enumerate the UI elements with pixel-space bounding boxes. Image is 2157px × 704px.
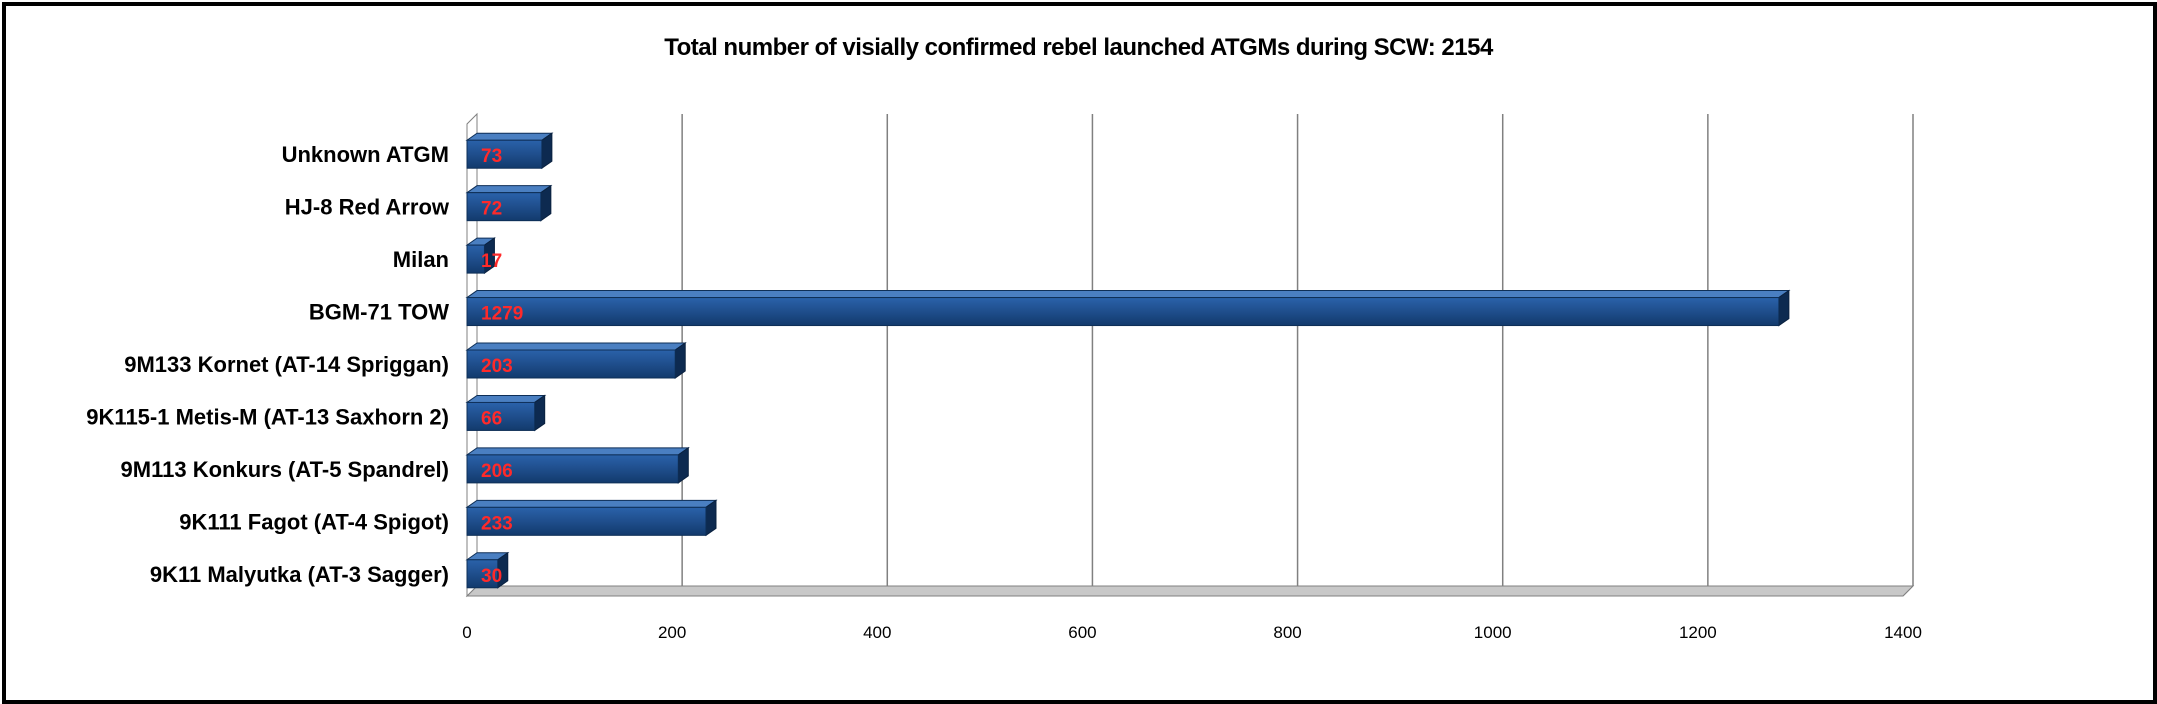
category-label: 9K111 Fagot (AT-4 Spigot) [179,509,449,534]
labels: 0 200 400 600 800 1000 1200 1400 Unknown ATGM 73 H… [86,142,1922,642]
grid-lines [671,114,1914,597]
data-label: 206 [481,461,513,482]
bar [466,192,542,222]
x-tick-label: 600 [1068,623,1096,642]
bar-top [465,342,687,351]
bar [466,244,485,274]
category-label: HJ-8 Red Arrow [285,195,450,220]
category-label: 9K11 Malyutka (AT-3 Sagger) [150,562,449,587]
category-label: Milan [393,247,449,272]
bar [466,139,543,169]
x-tick-label: 1000 [1474,623,1512,642]
data-label: 233 [481,513,513,534]
category-label: BGM-71 TOW [309,300,449,325]
bar [466,349,676,379]
x-tick-label: 800 [1273,623,1301,642]
bar-top [465,447,690,456]
data-label: 72 [481,199,502,220]
bar-top [465,394,547,403]
data-label: 30 [481,566,502,587]
bar [466,401,536,431]
x-tick-label: 0 [462,623,471,642]
category-label: 9M113 Konkurs (AT-5 Spandrel) [121,457,449,482]
chart-floor [465,585,1915,597]
data-label: 203 [481,356,513,377]
data-label: 17 [481,251,502,272]
data-label: 1279 [481,304,523,325]
category-label: Unknown ATGM [282,142,449,167]
x-tick-label: 1400 [1884,623,1922,642]
category-label: 9M133 Kornet (AT-14 Spriggan) [124,352,449,377]
bar-top [465,185,553,194]
x-tick-label: 1200 [1679,623,1717,642]
bar [466,559,499,589]
data-label: 73 [481,146,502,167]
x-tick-label: 200 [658,623,686,642]
chart-title: Total number of visially confirmed rebel… [664,34,1493,61]
category-label: 9K115-1 Metis-M (AT-13 Saxhorn 2) [86,404,449,429]
x-tick-label: 400 [863,623,891,642]
bar-top [465,290,1791,299]
bar-top [465,499,718,508]
bar [466,297,1780,327]
bar [466,506,707,536]
data-label: 66 [481,408,502,429]
bar [466,454,679,484]
bar-top [465,132,554,141]
bars [465,132,1791,589]
